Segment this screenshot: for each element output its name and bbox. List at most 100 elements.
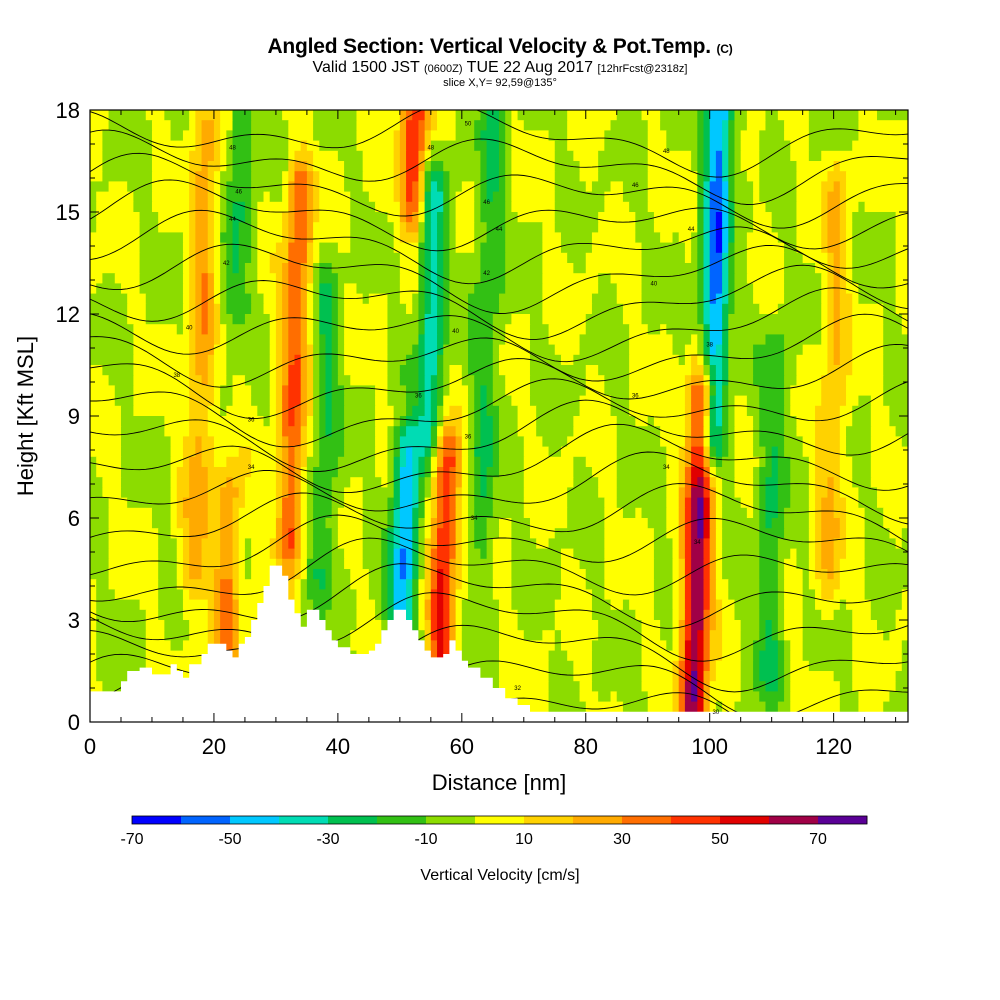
velocity-cell bbox=[765, 681, 779, 692]
velocity-cell bbox=[846, 548, 866, 560]
velocity-cell bbox=[697, 671, 705, 682]
velocity-cell bbox=[288, 191, 296, 203]
velocity-cell bbox=[833, 354, 841, 366]
velocity-cell bbox=[251, 538, 271, 550]
velocity-cell bbox=[492, 416, 500, 427]
velocity-cell bbox=[313, 354, 320, 366]
velocity-cell bbox=[672, 599, 680, 611]
velocity-cell bbox=[325, 354, 333, 366]
velocity-cell bbox=[734, 599, 760, 611]
velocity-cell bbox=[424, 528, 432, 539]
velocity-cell bbox=[319, 181, 345, 193]
velocity-cell bbox=[722, 640, 742, 652]
velocity-cell bbox=[182, 609, 209, 621]
velocity-cell bbox=[313, 222, 351, 233]
velocity-cell bbox=[573, 354, 630, 366]
velocity-cell bbox=[213, 242, 221, 254]
velocity-cell bbox=[759, 660, 779, 672]
velocity-cell bbox=[207, 620, 215, 631]
velocity-cell bbox=[703, 671, 711, 682]
velocity-cell bbox=[734, 436, 754, 448]
velocity-cell bbox=[703, 385, 711, 397]
velocity-cell bbox=[759, 589, 779, 601]
colorbar-tick-label: -10 bbox=[414, 831, 437, 848]
velocity-cell bbox=[864, 579, 908, 590]
velocity-cell bbox=[406, 569, 413, 580]
velocity-cell bbox=[703, 150, 711, 162]
velocity-cell bbox=[678, 681, 686, 692]
velocity-cell bbox=[424, 477, 432, 488]
velocity-cell bbox=[207, 609, 215, 621]
velocity-cell bbox=[120, 446, 172, 458]
velocity-cell bbox=[678, 599, 686, 611]
velocity-cell bbox=[151, 120, 172, 131]
velocity-cell bbox=[821, 201, 829, 213]
velocity-cell bbox=[238, 579, 277, 590]
velocity-cell bbox=[207, 518, 221, 529]
velocity-cell bbox=[684, 609, 692, 621]
velocity-cell bbox=[399, 569, 407, 580]
velocity-cell bbox=[251, 252, 258, 264]
velocity-cell bbox=[697, 640, 705, 652]
velocity-cell bbox=[226, 252, 234, 264]
velocity-cell bbox=[430, 426, 438, 437]
velocity-cell bbox=[102, 161, 153, 172]
velocity-cell bbox=[839, 181, 847, 193]
velocity-cell bbox=[449, 528, 457, 539]
velocity-cell bbox=[734, 242, 748, 254]
velocity-cell bbox=[567, 252, 587, 264]
velocity-cell bbox=[443, 212, 451, 223]
velocity-cell bbox=[300, 446, 308, 458]
velocity-cell bbox=[734, 609, 760, 621]
velocity-cell bbox=[560, 569, 587, 580]
velocity-cell bbox=[424, 263, 432, 274]
velocity-cell bbox=[895, 671, 908, 682]
velocity-cell bbox=[684, 518, 692, 529]
velocity-cell bbox=[666, 640, 674, 652]
velocity-cell bbox=[715, 293, 723, 305]
velocity-cell bbox=[784, 609, 804, 621]
velocity-cell bbox=[393, 518, 401, 529]
velocity-cell bbox=[542, 242, 562, 254]
velocity-cell bbox=[300, 426, 308, 437]
velocity-cell bbox=[554, 620, 599, 631]
velocity-cell bbox=[282, 191, 289, 203]
velocity-cell bbox=[678, 569, 686, 580]
velocity-cell bbox=[220, 273, 227, 284]
velocity-cell bbox=[722, 120, 729, 131]
velocity-cell bbox=[238, 558, 246, 570]
velocity-cell bbox=[839, 191, 847, 203]
velocity-cell bbox=[728, 579, 760, 590]
velocity-cell bbox=[808, 507, 816, 519]
velocity-cell bbox=[443, 599, 451, 611]
velocity-cell bbox=[232, 497, 246, 509]
velocity-cell bbox=[647, 701, 674, 713]
velocity-cell bbox=[412, 110, 426, 121]
velocity-cell bbox=[424, 640, 432, 652]
velocity-cell bbox=[492, 589, 512, 601]
velocity-cell bbox=[424, 446, 432, 458]
velocity-cell bbox=[399, 232, 420, 244]
velocity-cell bbox=[703, 181, 711, 193]
velocity-cell bbox=[784, 671, 791, 682]
velocity-cell bbox=[437, 252, 444, 264]
velocity-cell bbox=[437, 528, 451, 539]
contour-label: 40 bbox=[186, 326, 193, 332]
velocity-cell bbox=[622, 191, 649, 203]
velocity-cell bbox=[529, 385, 587, 397]
velocity-cell bbox=[684, 681, 692, 692]
velocity-cell bbox=[870, 416, 891, 427]
velocity-cell bbox=[616, 691, 649, 703]
velocity-cell bbox=[486, 395, 494, 407]
velocity-cell bbox=[846, 446, 872, 458]
velocity-cell bbox=[839, 518, 847, 529]
velocity-cell bbox=[784, 365, 798, 376]
velocity-cell bbox=[852, 273, 897, 284]
velocity-cell bbox=[263, 416, 271, 427]
velocity-cell bbox=[554, 222, 599, 233]
velocity-cell bbox=[207, 507, 221, 519]
velocity-cell bbox=[182, 456, 190, 468]
contour-label: 50 bbox=[465, 122, 472, 128]
velocity-cell bbox=[207, 416, 265, 427]
velocity-cell bbox=[238, 232, 252, 244]
